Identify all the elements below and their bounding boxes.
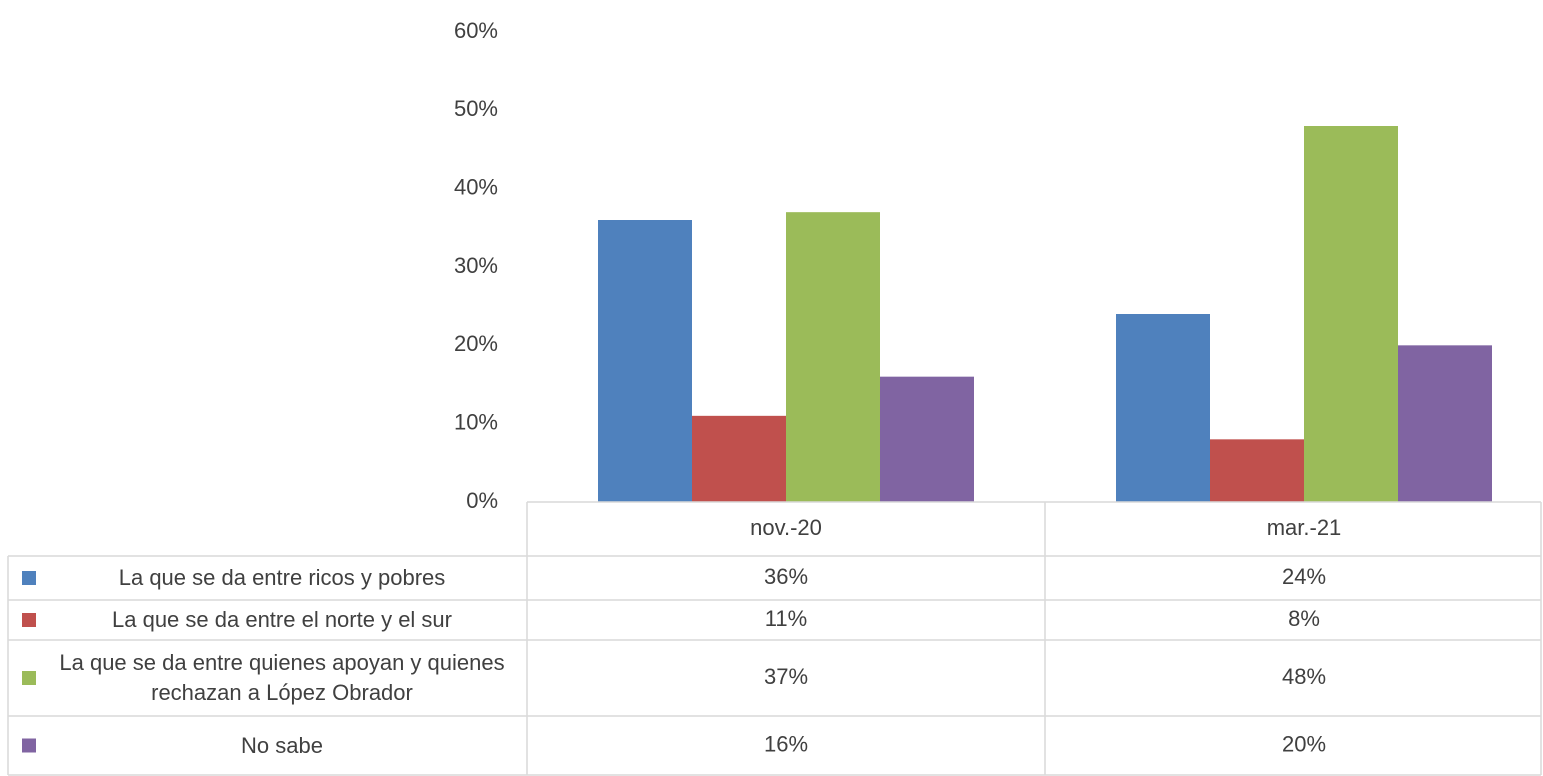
bar — [1116, 314, 1210, 502]
table-value: 37% — [764, 664, 808, 689]
table-value: 11% — [765, 606, 807, 631]
y-tick-label: 0% — [466, 488, 498, 513]
table-value: 8% — [1288, 606, 1320, 631]
table-value: 16% — [764, 731, 808, 756]
legend-label: La que se da entre quienes apoyan y quie… — [59, 650, 505, 705]
y-tick-label: 20% — [454, 331, 498, 356]
y-tick-label: 60% — [454, 18, 498, 43]
table-value: 36% — [764, 564, 808, 589]
x-tick-label: mar.-21 — [1267, 515, 1342, 540]
legend-label: La que se da entre el norte y el sur — [112, 607, 452, 632]
y-tick-label: 40% — [454, 174, 498, 199]
legend-swatch — [22, 571, 36, 585]
bar — [880, 376, 974, 502]
bar — [1210, 439, 1304, 502]
legend-swatch — [22, 738, 36, 753]
y-tick-label: 50% — [454, 96, 498, 121]
bar — [598, 220, 692, 502]
y-tick-label: 10% — [454, 409, 498, 434]
y-tick-label: 30% — [454, 253, 498, 278]
table-value: 24% — [1282, 564, 1326, 589]
legend-swatch — [22, 671, 36, 685]
table-value: 48% — [1282, 664, 1326, 689]
bar — [786, 212, 880, 502]
legend-swatch — [22, 613, 36, 627]
table-value: 20% — [1282, 731, 1326, 756]
bar — [1304, 126, 1398, 502]
legend-label: La que se da entre ricos y pobres — [118, 565, 446, 590]
bar — [692, 415, 786, 502]
bar — [1398, 345, 1492, 502]
legend-label: No sabe — [241, 732, 323, 758]
x-tick-label: nov.-20 — [750, 515, 822, 540]
